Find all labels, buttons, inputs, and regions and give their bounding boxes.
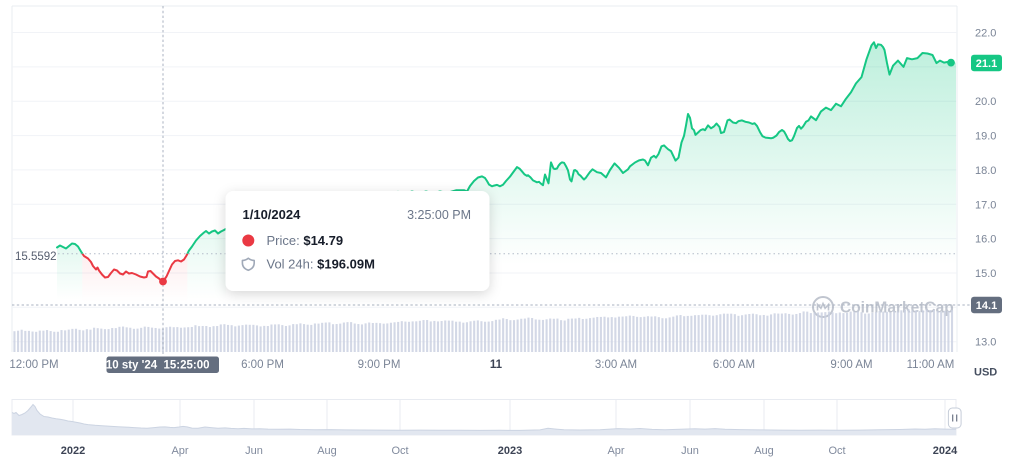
svg-text:15.5592: 15.5592 bbox=[15, 251, 57, 263]
svg-text:2024: 2024 bbox=[933, 445, 958, 457]
svg-text:2022: 2022 bbox=[61, 445, 85, 457]
svg-text:Apr: Apr bbox=[607, 445, 624, 457]
svg-text:Apr: Apr bbox=[171, 445, 188, 457]
svg-text:21.1: 21.1 bbox=[976, 58, 997, 70]
svg-text:Aug: Aug bbox=[754, 445, 774, 457]
svg-text:Vol 24h: $196.09M: Vol 24h: $196.09M bbox=[267, 257, 375, 272]
svg-text:9:00 AM: 9:00 AM bbox=[830, 359, 872, 371]
svg-text:17.0: 17.0 bbox=[975, 199, 996, 211]
svg-text:Price: $14.79: Price: $14.79 bbox=[267, 233, 344, 248]
svg-text:Jun: Jun bbox=[245, 445, 263, 457]
svg-text:11: 11 bbox=[490, 359, 503, 371]
svg-text:9:00 PM: 9:00 PM bbox=[358, 359, 401, 371]
svg-text:20.0: 20.0 bbox=[975, 96, 996, 108]
svg-text:16.0: 16.0 bbox=[975, 234, 996, 246]
svg-text:Oct: Oct bbox=[391, 445, 408, 457]
svg-text:10 sty '24: 10 sty '24 bbox=[106, 360, 158, 372]
svg-text:USD: USD bbox=[974, 367, 997, 379]
svg-text:3:25:00 PM: 3:25:00 PM bbox=[407, 208, 471, 222]
svg-text:13.0: 13.0 bbox=[975, 337, 996, 349]
svg-text:19.0: 19.0 bbox=[975, 131, 996, 143]
svg-text:Oct: Oct bbox=[828, 445, 845, 457]
svg-text:15:25:00: 15:25:00 bbox=[163, 360, 209, 372]
svg-text:1/10/2024: 1/10/2024 bbox=[243, 207, 302, 222]
svg-text:15.0: 15.0 bbox=[975, 268, 996, 280]
svg-text:22.0: 22.0 bbox=[975, 28, 996, 40]
svg-text:6:00 AM: 6:00 AM bbox=[713, 359, 755, 371]
svg-text:14.1: 14.1 bbox=[976, 300, 997, 312]
svg-text:6:00 PM: 6:00 PM bbox=[241, 359, 284, 371]
svg-text:18.0: 18.0 bbox=[975, 165, 996, 177]
svg-text:12:00 PM: 12:00 PM bbox=[9, 359, 58, 371]
svg-text:Aug: Aug bbox=[317, 445, 337, 457]
svg-text:3:00 AM: 3:00 AM bbox=[595, 359, 637, 371]
svg-text:Jun: Jun bbox=[681, 445, 699, 457]
svg-text:11:00 AM: 11:00 AM bbox=[907, 359, 955, 371]
svg-text:2023: 2023 bbox=[498, 445, 522, 457]
